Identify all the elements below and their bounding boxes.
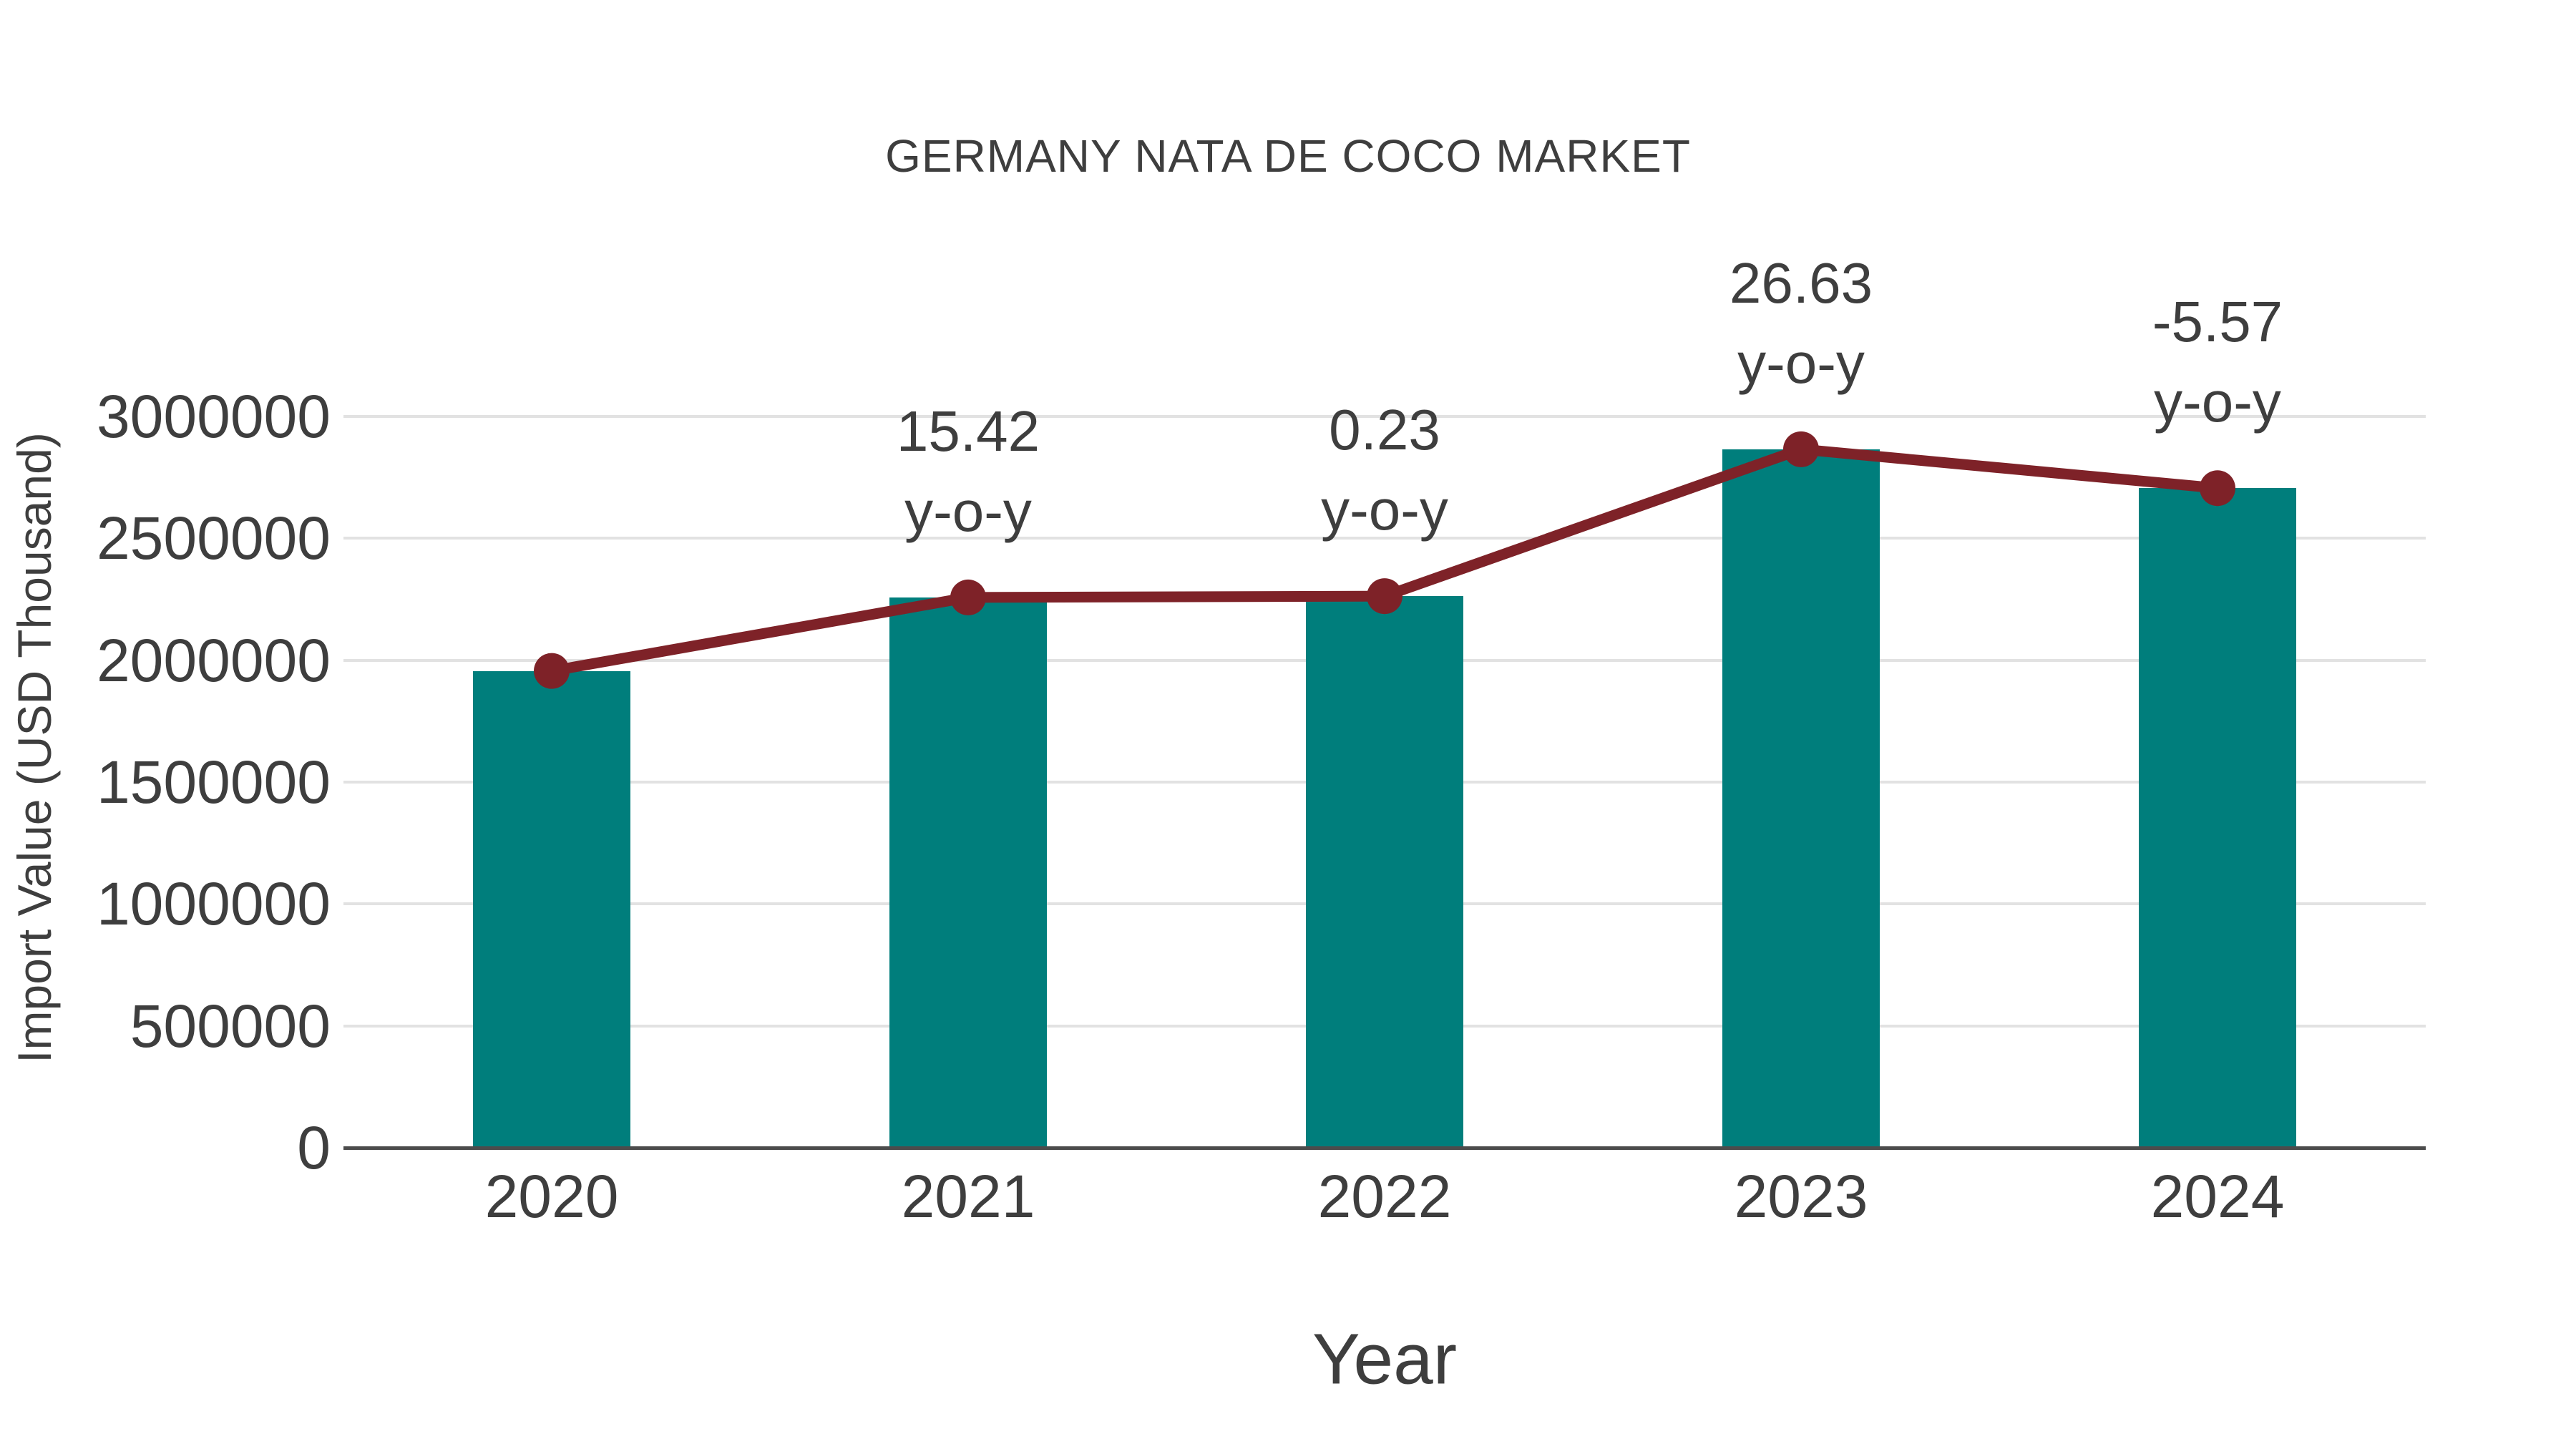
- chart-title: GERMANY NATA DE COCO MARKET: [885, 130, 1691, 182]
- yoy-suffix: y-o-y: [2154, 370, 2281, 434]
- x-tick-2023: 2023: [1734, 1163, 1868, 1230]
- bar-2024: [2139, 488, 2296, 1148]
- x-tick-2024: 2024: [2150, 1163, 2285, 1230]
- bar-2021: [889, 597, 1047, 1148]
- yoy-value: -5.57: [2152, 290, 2283, 354]
- yoy-suffix: y-o-y: [904, 479, 1032, 543]
- trend-marker-2022: [1367, 578, 1402, 615]
- bar-2023: [1722, 449, 1880, 1148]
- yoy-label-2022: 0.23 y-o-y: [1176, 390, 1593, 550]
- yoy-value: 15.42: [896, 399, 1040, 463]
- y-tick-500000: 500000: [130, 992, 331, 1060]
- x-axis-title: Year: [1312, 1319, 1458, 1400]
- y-tick-1500000: 1500000: [96, 748, 331, 816]
- gridline-3000000: [343, 415, 2426, 418]
- x-tick-2020: 2020: [484, 1163, 619, 1230]
- bar-2020: [473, 670, 630, 1148]
- trend-marker-2024: [2200, 470, 2235, 507]
- yoy-value: 0.23: [1329, 398, 1440, 462]
- yoy-suffix: y-o-y: [1321, 478, 1448, 542]
- y-tick-2500000: 2500000: [96, 504, 331, 572]
- x-tick-2021: 2021: [901, 1163, 1035, 1230]
- yoy-suffix: y-o-y: [1737, 331, 1865, 395]
- yoy-label-2023: 26.63 y-o-y: [1593, 243, 2009, 404]
- trend-marker-2021: [950, 579, 986, 615]
- gridline-2500000: [343, 537, 2426, 540]
- bar-2022: [1306, 596, 1463, 1148]
- y-tick-1000000: 1000000: [96, 870, 331, 938]
- y-tick-2000000: 2000000: [96, 626, 331, 694]
- x-tick-2022: 2022: [1317, 1163, 1452, 1230]
- yoy-value: 26.63: [1729, 250, 1873, 315]
- trend-marker-2020: [534, 653, 570, 689]
- y-tick-3000000: 3000000: [96, 383, 331, 450]
- yoy-label-2024: -5.57 y-o-y: [2009, 282, 2426, 442]
- y-axis-title: Import Value (USD Thousand): [8, 432, 61, 1063]
- x-axis-line: [343, 1146, 2426, 1150]
- y-tick-0: 0: [297, 1114, 331, 1181]
- trend-marker-2023: [1783, 431, 1819, 467]
- yoy-label-2021: 15.42 y-o-y: [760, 391, 1176, 552]
